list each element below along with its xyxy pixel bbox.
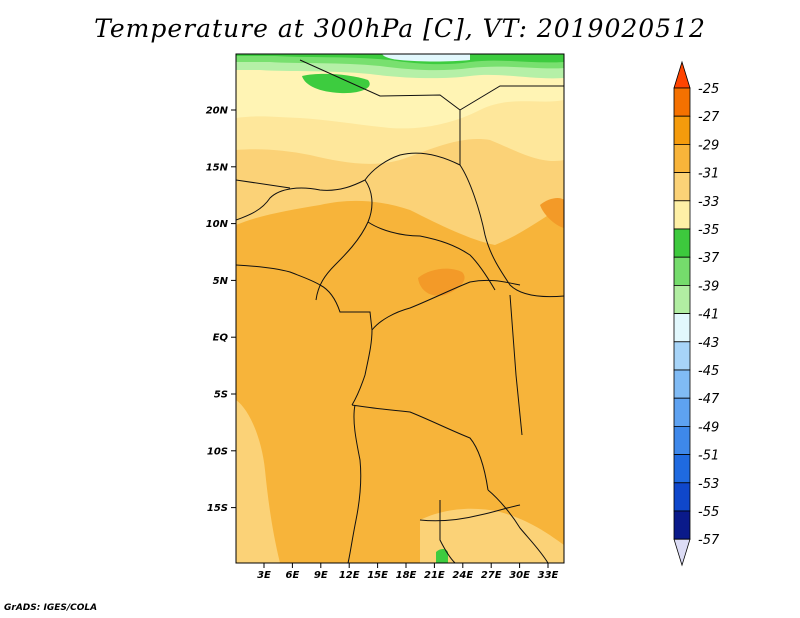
colorbar-label: -31 [698, 167, 719, 182]
lat-label: 10N [206, 219, 229, 230]
colorbar-label: -41 [698, 308, 719, 323]
colorbar-label: -51 [698, 449, 719, 464]
colorbar: -25 -27 -29 -31 -33 -35 -37 -39 -41 -43 -45 -47 -49 -… [673, 60, 720, 567]
colorbar-label: -35 [698, 223, 719, 238]
colorbar-label: -43 [698, 336, 719, 351]
colorbar-segment [673, 313, 691, 343]
lon-label: 18E [396, 570, 417, 581]
colorbar-segment [673, 256, 691, 286]
colorbar-label: -25 [698, 82, 719, 97]
lat-label: EQ [213, 333, 229, 344]
colorbar-label: -57 [698, 533, 720, 548]
colorbar-segment [673, 397, 691, 427]
country-borders [236, 59, 564, 563]
lon-label: 6E [286, 570, 300, 581]
lon-label: 9E [314, 570, 328, 581]
colorbar-segment [673, 200, 691, 230]
light-orange-zone-south [236, 400, 280, 563]
colorbar-label: -29 [698, 138, 719, 153]
light-orange-zone-south-east [420, 508, 564, 563]
colorbar-label: -27 [698, 110, 720, 125]
lon-label: 27E [481, 570, 502, 581]
colorbar-bottom-arrow [673, 538, 691, 567]
lat-label: 10S [207, 446, 228, 457]
longitude-axis: 3E 6E 9E 12E 15E 18E 21E 24E 27E 30E 33E [257, 563, 559, 581]
colorbar-label: -45 [698, 364, 719, 379]
map-frame [235, 53, 565, 564]
colorbar-label: -47 [698, 392, 720, 407]
latitude-axis: 20N 15N 10N 5N EQ 5S 10S 15S [206, 106, 236, 514]
colorbar-segment [673, 172, 691, 202]
colorbar-segment [673, 87, 691, 117]
colorbar-segment [673, 143, 691, 173]
lon-label: 15E [367, 570, 388, 581]
lon-label: 24E [452, 570, 473, 581]
lon-label: 3E [257, 570, 271, 581]
lon-label: 33E [538, 570, 559, 581]
colorbar-label: -53 [698, 477, 719, 492]
green-spot-south [436, 549, 448, 563]
colorbar-segment [673, 228, 691, 258]
temperature-field [236, 54, 564, 563]
colorbar-segment [673, 369, 691, 399]
colorbar-label: -55 [698, 505, 719, 520]
lat-label: 20N [206, 106, 229, 117]
colorbar-segment [673, 284, 691, 314]
colorbar-label: -39 [698, 279, 719, 294]
colorbar-segment [673, 341, 691, 371]
colorbar-label: -49 [698, 420, 719, 435]
colorbar-segment [673, 482, 691, 512]
grads-credit: GrADS: IGES/COLA [4, 603, 98, 613]
lon-label: 12E [339, 570, 360, 581]
colorbar-segment [673, 454, 691, 484]
map-title: Temperature at 300hPa [C], VT: 201902051… [94, 14, 706, 43]
colorbar-label: -33 [698, 195, 719, 210]
colorbar-segment [673, 425, 691, 455]
dark-green-spot [302, 73, 370, 94]
lon-label: 30E [509, 570, 530, 581]
lat-label: 5N [213, 276, 229, 287]
pale-cyan-patch [382, 54, 470, 62]
colorbar-segment [673, 510, 691, 540]
lat-label: 5S [214, 390, 228, 401]
lat-label: 15N [206, 162, 229, 173]
colorbar-segment [673, 115, 691, 145]
colorbar-top-arrow [673, 60, 691, 89]
lat-label: 15S [207, 503, 228, 514]
lon-label: 21E [424, 570, 445, 581]
colorbar-label: -37 [698, 251, 720, 266]
dark-orange-patch-east [540, 197, 564, 228]
